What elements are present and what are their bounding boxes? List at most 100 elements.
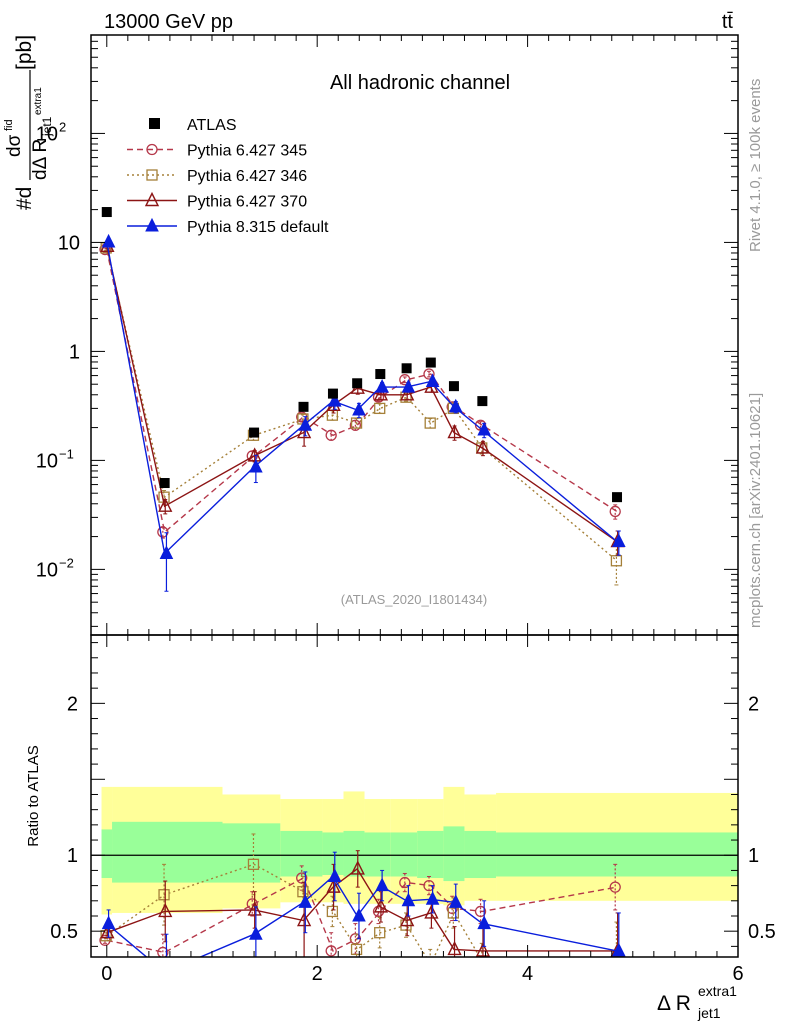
x-label-sub: jet1 (697, 1005, 721, 1021)
ratio-point-pythia-8-315-default (327, 868, 342, 882)
ratio-point-pythia-6-427-370 (158, 902, 173, 918)
point-pythia-8-315-default (159, 545, 174, 559)
ratio-point-pythia-8-315-default (375, 877, 389, 892)
point-pythia-6-427-370 (158, 497, 173, 512)
stat-band-bin (322, 832, 344, 875)
legend-marker-2 (144, 191, 160, 207)
ratio-line-pythia-6-427-346 (106, 863, 481, 957)
series-line-pythia-8-315-default (106, 241, 618, 555)
y-label-denominator: dΔ R (30, 139, 51, 180)
stat-band-bin (364, 832, 391, 877)
data-point-atlas (101, 207, 112, 218)
ratio-point-pythia-8-315-default (401, 892, 416, 907)
x-label-sup: extra1 (698, 983, 737, 999)
ratio-point-pythia-6-427-370 (247, 901, 262, 916)
ratio-point-pythia-6-427-346 (425, 960, 435, 970)
ratio-point-pythia-6-427-345 (609, 881, 621, 893)
point-pythia-6-427-346 (350, 417, 363, 429)
point-pythia-6-427-345 (423, 368, 435, 380)
legend-label-3: Pythia 8.315 default (187, 219, 329, 236)
point-pythia-6-427-345 (349, 419, 362, 431)
ratio-tick-label-right: 1 (748, 845, 759, 867)
x-tick-label: 6 (732, 963, 743, 985)
point-pythia-6-427-370 (475, 439, 491, 454)
ratio-point-pythia-8-315-default (352, 907, 366, 922)
ratio-point-pythia-8-315-default (448, 894, 463, 908)
point-pythia-8-315-default (612, 533, 626, 548)
legend-marker-0 (146, 143, 158, 156)
ratio-point-pythia-6-427-346 (611, 963, 621, 973)
ratio-point-pythia-6-427-346 (374, 927, 386, 939)
ratio-point-pythia-6-427-370 (424, 904, 439, 919)
point-pythia-6-427-346 (374, 402, 386, 415)
point-pythia-6-427-345 (325, 429, 337, 441)
ratio-point-pythia-8-315-default (101, 915, 116, 930)
series-line-pythia-6-427-346 (106, 247, 618, 562)
point-pythia-8-315-default (249, 458, 263, 473)
y-tick-label: 10 (36, 559, 58, 581)
y-label-den-sub: jet1 (40, 116, 54, 137)
stat-band-bin (101, 829, 113, 879)
point-pythia-8-315-default (401, 379, 416, 393)
point-pythia-6-427-345 (399, 374, 411, 386)
ratio-point-pythia-6-427-370 (373, 898, 389, 913)
data-point-atlas (477, 396, 488, 407)
ratio-point-pythia-6-427-345 (399, 876, 411, 889)
ratio-point-pythia-6-427-370 (475, 942, 491, 957)
point-pythia-8-315-default (298, 417, 313, 431)
legend-label-1: Pythia 6.427 346 (187, 168, 307, 185)
stat-band-bin (417, 830, 444, 879)
ratio-point-pythia-6-427-370 (326, 878, 341, 893)
ratio-tick-label-left: 1 (67, 845, 78, 867)
legend-marker-atlas (149, 118, 160, 129)
ratio-point-pythia-6-427-370 (400, 911, 415, 927)
ratio-plot-frame (90, 634, 739, 958)
analysis-id: (ATLAS_2020_I1801434) (341, 592, 487, 607)
data-point-atlas (612, 492, 623, 503)
ratio-point-pythia-6-427-346 (447, 907, 460, 919)
main-series-lines (99, 207, 626, 592)
x-tick-label: 2 (312, 963, 323, 985)
legend-label-2: Pythia 6.427 370 (187, 194, 307, 211)
y-label-den-sup: extra1 (33, 87, 44, 115)
ratio-line-pythia-6-427-345 (106, 877, 618, 954)
point-pythia-6-427-345 (157, 526, 169, 538)
point-pythia-8-315-default (352, 401, 366, 416)
point-pythia-6-427-346 (610, 555, 623, 567)
y-tick-exponent: −2 (59, 555, 74, 570)
stat-band-bin (496, 832, 738, 877)
ratio-point-pythia-6-427-346 (350, 943, 363, 956)
ratio-point-pythia-8-315-default (298, 894, 313, 908)
data-point-atlas (327, 388, 338, 399)
ratio-point-pythia-6-427-346 (247, 858, 260, 870)
point-pythia-8-315-default (101, 233, 116, 248)
ratio-tick-label-right: 2 (748, 693, 759, 715)
ratio-point-pythia-6-427-345 (474, 905, 487, 918)
ratio-tick-label-left: 2 (67, 693, 78, 715)
ratio-point-pythia-6-427-346 (476, 955, 488, 957)
ratio-tick-label-right: 0.5 (748, 921, 776, 943)
legend-marker-3 (145, 217, 159, 232)
data-point-atlas (401, 363, 412, 374)
ratio-uncertainty-bands (91, 786, 738, 915)
ratio-point-pythia-6-427-345 (296, 872, 308, 884)
y-tick-exponent: −1 (59, 446, 74, 461)
stat-band-bin (443, 826, 465, 882)
legend-label-0: Pythia 6.427 345 (187, 143, 307, 160)
legend: ATLAS Pythia 6.427 345 Pythia 6.427 346 Pyt… (127, 117, 329, 236)
y-label-numerator: dσ (4, 134, 25, 157)
point-pythia-6-427-370 (447, 424, 462, 439)
data-point-atlas (448, 381, 459, 392)
data-point-atlas (249, 427, 260, 438)
legend-label-atlas: ATLAS (187, 117, 237, 134)
legend-marker-1 (146, 169, 158, 181)
x-tick-label: 0 (101, 963, 112, 985)
ratio-point-pythia-6-427-346 (158, 889, 170, 901)
stat-band-bin (464, 830, 497, 879)
stat-band-bin (222, 823, 281, 883)
energy-label: 13000 GeV pp (104, 11, 233, 33)
point-pythia-8-315-default (448, 398, 463, 413)
ratio-point-pythia-8-315-default (477, 915, 491, 930)
